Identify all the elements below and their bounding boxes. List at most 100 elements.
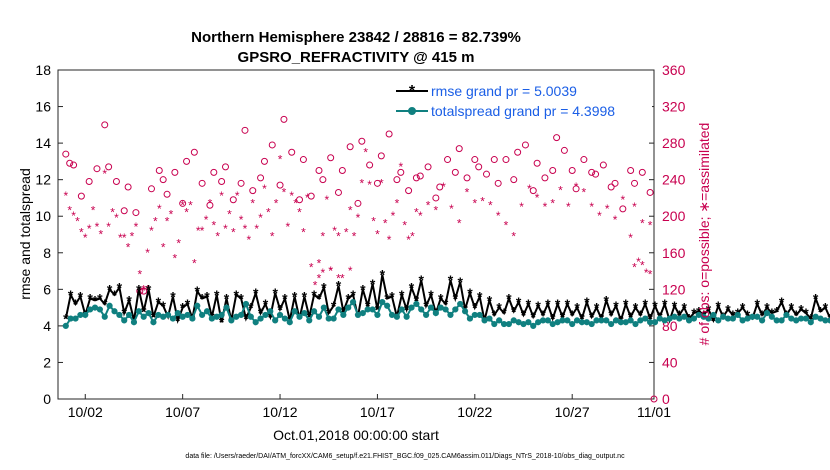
obs-assimilated-point: *: [582, 185, 587, 199]
obs-possible-point: [514, 148, 522, 156]
totalspread-point: [427, 304, 435, 311]
totalspread-point: [525, 319, 532, 326]
totalspread-point: [340, 311, 347, 319]
rmse-point: *: [292, 289, 298, 305]
obs-possible-point: [70, 161, 78, 169]
obs-assimilated-point: *: [134, 220, 139, 234]
obs-assimilated-point: *: [543, 200, 548, 214]
obs-assimilated-point: *: [488, 198, 493, 212]
obs-assimilated-point: *: [328, 264, 333, 278]
totalspread-point: [291, 308, 298, 315]
obs-assimilated-point: *: [465, 185, 470, 199]
rmse-point: *: [798, 301, 804, 317]
obs-assimilated-point: *: [282, 185, 287, 199]
rmse-point: *: [672, 298, 678, 314]
rmse-point: *: [316, 290, 322, 306]
totalspread-point: [228, 317, 235, 324]
obs-possible-point: [260, 157, 268, 165]
totalspread-point: [632, 320, 639, 328]
obs-assimilated-point: *: [344, 226, 349, 240]
rmse-point: *: [565, 296, 571, 312]
obs-assimilated-point: *: [274, 196, 279, 210]
obs-assimilated-point: *: [231, 226, 236, 240]
totalspread-point: [247, 313, 254, 320]
obs-assimilated-point: *: [410, 229, 415, 243]
rmse-point: *: [121, 305, 127, 321]
totalspread-point: [690, 315, 698, 322]
obs-assimilated-point: *: [644, 266, 649, 280]
totalspread-point: [466, 315, 474, 322]
obs-assimilated-point: *: [258, 211, 263, 225]
obs-possible-point: [280, 115, 288, 123]
footer-data-file: data file: /Users/raeder/DAI/ATM_forcXX/…: [185, 453, 625, 460]
y2-tick-label: 280: [662, 135, 686, 151]
obs-possible-point: [268, 141, 276, 149]
obs-possible-point: [405, 187, 413, 195]
obs-assimilated-point: *: [165, 215, 170, 229]
obs-possible-point: [299, 156, 307, 164]
obs-possible-point: [568, 167, 576, 175]
obs-possible-point: [101, 121, 109, 129]
obs-possible-point: [163, 190, 171, 198]
obs-possible-point: [572, 185, 580, 193]
obs-assimilated-point: *: [215, 229, 220, 243]
rmse-point: *: [253, 285, 259, 301]
obs-possible-point: [124, 183, 132, 191]
obs-assimilated-point: *: [527, 182, 532, 196]
y-tick-label: 4: [43, 318, 51, 334]
obs-assimilated-point: *: [636, 255, 641, 269]
totalspread-point: [627, 317, 634, 324]
rmse-point: *: [574, 300, 580, 316]
obs-assimilated-point: *: [122, 231, 127, 245]
rmse-point: *: [579, 311, 585, 327]
rmse-point: *: [652, 298, 658, 314]
rmse-point: *: [604, 292, 610, 308]
y2-tick-label: 240: [662, 172, 686, 188]
obs-possible-point: [607, 183, 615, 191]
totalspread-point: [140, 313, 147, 320]
totalspread-point: [408, 304, 415, 311]
y-tick-label: 16: [35, 99, 51, 115]
rmse-point: *: [126, 292, 132, 308]
totalspread-point: [544, 317, 551, 324]
y-tick-label: 12: [35, 172, 51, 188]
obs-assimilated-point: *: [153, 215, 158, 229]
rmse-point: *: [764, 300, 770, 316]
totalspread-point: [150, 319, 157, 326]
y2-tick-label: 0: [662, 391, 670, 407]
rmse-point: *: [156, 294, 162, 310]
obs-assimilated-point: *: [321, 229, 326, 243]
y-tick-label: 0: [43, 391, 51, 407]
obs-assimilated-point: *: [406, 233, 411, 247]
totalspread-point: [281, 315, 289, 322]
y-tick-label: 8: [43, 245, 51, 261]
rmse-point: *: [725, 301, 731, 317]
rmse-point: *: [136, 281, 142, 297]
obs-possible-point: [354, 199, 362, 207]
totalspread-point: [169, 315, 177, 322]
rmse-point: *: [272, 285, 278, 301]
rmse-point: *: [594, 300, 600, 316]
obs-assimilated-point: *: [621, 193, 626, 207]
rmse-point: *: [550, 311, 556, 327]
obs-assimilated-point: *: [449, 202, 454, 216]
obs-assimilated-point: *: [352, 229, 357, 243]
obs-assimilated-point: *: [204, 213, 209, 227]
rmse-point: *: [307, 309, 313, 325]
obs-possible-point: [218, 177, 226, 185]
obs-assimilated-point: *: [91, 204, 96, 218]
rmse-point: *: [526, 296, 532, 312]
obs-assimilated-point: *: [289, 189, 294, 203]
rmse-point: *: [146, 281, 152, 297]
obs-possible-point: [206, 201, 214, 209]
rmse-point: *: [681, 300, 687, 316]
obs-assimilated-point: *: [223, 222, 228, 236]
totalspread-point: [369, 306, 376, 313]
obs-assimilated-point: *: [317, 271, 322, 285]
chart-title-line-1: Northern Hemisphere 23842 / 28816 = 82.7…: [191, 29, 521, 46]
obs-possible-point: [183, 157, 191, 165]
rmse-point: *: [755, 296, 761, 312]
legend: * rmse grand pr = 5.0039 totalspread gra…: [390, 74, 652, 120]
rmse-point: *: [185, 296, 191, 312]
obs-assimilated-point: *: [145, 246, 150, 260]
